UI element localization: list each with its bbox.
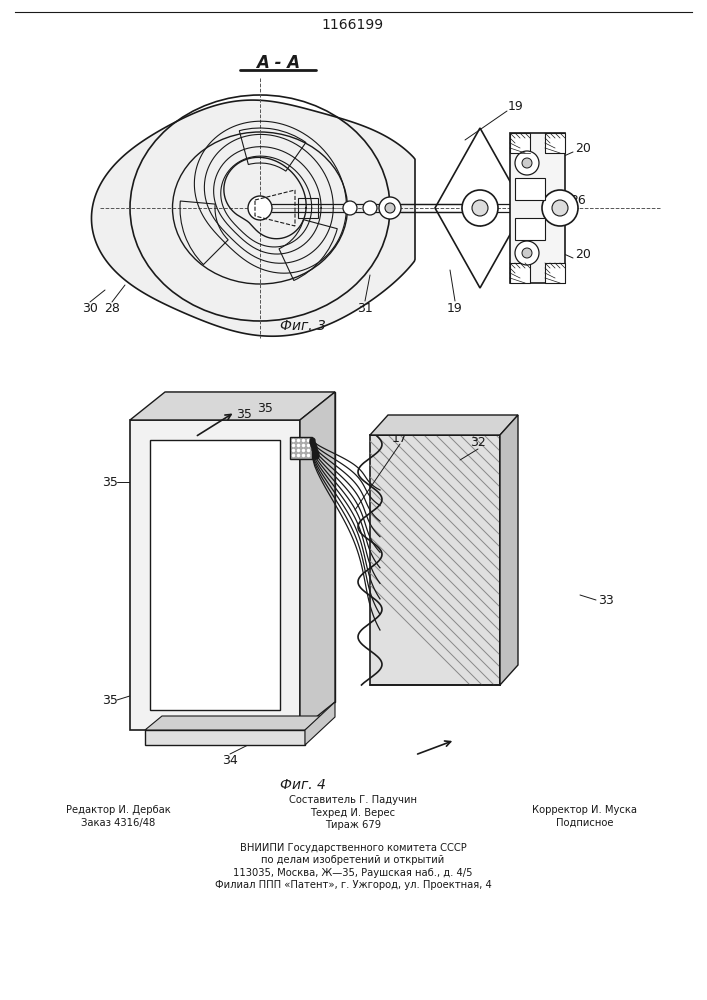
Text: 113035, Москва, Ж—35, Раушская наб., д. 4/5: 113035, Москва, Ж—35, Раушская наб., д. … xyxy=(233,868,473,878)
Polygon shape xyxy=(300,392,335,730)
Text: 19: 19 xyxy=(508,101,524,113)
Circle shape xyxy=(474,202,486,214)
Circle shape xyxy=(462,190,498,226)
Text: 20: 20 xyxy=(575,141,591,154)
Bar xyxy=(510,263,530,283)
Bar xyxy=(545,263,565,283)
Polygon shape xyxy=(165,392,335,702)
Text: 17: 17 xyxy=(392,432,408,444)
Polygon shape xyxy=(130,392,335,420)
Bar xyxy=(515,218,545,240)
Circle shape xyxy=(515,241,539,265)
Text: Корректор И. Муска: Корректор И. Муска xyxy=(532,805,638,815)
Text: 20: 20 xyxy=(575,248,591,261)
Text: 28: 28 xyxy=(104,302,120,314)
Circle shape xyxy=(515,151,539,175)
Text: Редактор И. Дербак: Редактор И. Дербак xyxy=(66,805,170,815)
Circle shape xyxy=(552,200,568,216)
Polygon shape xyxy=(145,716,322,730)
Text: Филиал ППП «Патент», г. Ужгород, ул. Проектная, 4: Филиал ППП «Патент», г. Ужгород, ул. Про… xyxy=(215,880,491,890)
Polygon shape xyxy=(305,702,335,745)
Bar xyxy=(290,437,312,459)
Text: Фиг. 3: Фиг. 3 xyxy=(280,319,326,333)
Text: 1166199: 1166199 xyxy=(322,18,384,32)
Circle shape xyxy=(363,201,377,215)
Circle shape xyxy=(379,197,401,219)
Circle shape xyxy=(522,158,532,168)
Circle shape xyxy=(472,200,488,216)
Text: 35: 35 xyxy=(257,401,273,414)
Circle shape xyxy=(522,248,532,258)
Bar xyxy=(510,133,565,283)
Bar xyxy=(370,435,500,685)
Polygon shape xyxy=(91,100,415,336)
Bar xyxy=(510,133,530,153)
Text: A - A: A - A xyxy=(256,54,300,72)
Text: 35: 35 xyxy=(236,408,252,420)
Text: 34: 34 xyxy=(222,754,238,766)
Circle shape xyxy=(343,201,357,215)
Text: 31: 31 xyxy=(357,302,373,314)
Circle shape xyxy=(248,196,272,220)
Polygon shape xyxy=(370,415,518,435)
Text: 30: 30 xyxy=(82,302,98,314)
Polygon shape xyxy=(150,440,280,710)
Bar xyxy=(298,198,318,218)
Text: 33: 33 xyxy=(598,593,614,606)
Bar xyxy=(515,178,545,200)
Bar xyxy=(545,133,565,153)
Text: по делам изобретений и открытий: по делам изобретений и открытий xyxy=(262,855,445,865)
Text: 35: 35 xyxy=(102,694,118,706)
Text: Фиг. 4: Фиг. 4 xyxy=(280,778,326,792)
Text: Заказ 4316/48: Заказ 4316/48 xyxy=(81,818,155,828)
Polygon shape xyxy=(130,420,300,730)
Text: Подписное: Подписное xyxy=(556,818,614,828)
Text: 35: 35 xyxy=(102,476,118,488)
Bar xyxy=(145,730,305,745)
Text: Составитель Г. Падучин: Составитель Г. Падучин xyxy=(289,795,417,805)
Text: Техред И. Верес: Техред И. Верес xyxy=(310,808,395,818)
Circle shape xyxy=(467,195,493,221)
Text: 19: 19 xyxy=(447,302,463,314)
Polygon shape xyxy=(500,415,518,685)
Circle shape xyxy=(542,190,578,226)
Text: Тираж 679: Тираж 679 xyxy=(325,820,381,830)
Circle shape xyxy=(385,203,395,213)
Text: 32: 32 xyxy=(470,436,486,450)
Text: 26: 26 xyxy=(570,194,586,207)
Text: ВНИИПИ Государственного комитета СССР: ВНИИПИ Государственного комитета СССР xyxy=(240,843,467,853)
